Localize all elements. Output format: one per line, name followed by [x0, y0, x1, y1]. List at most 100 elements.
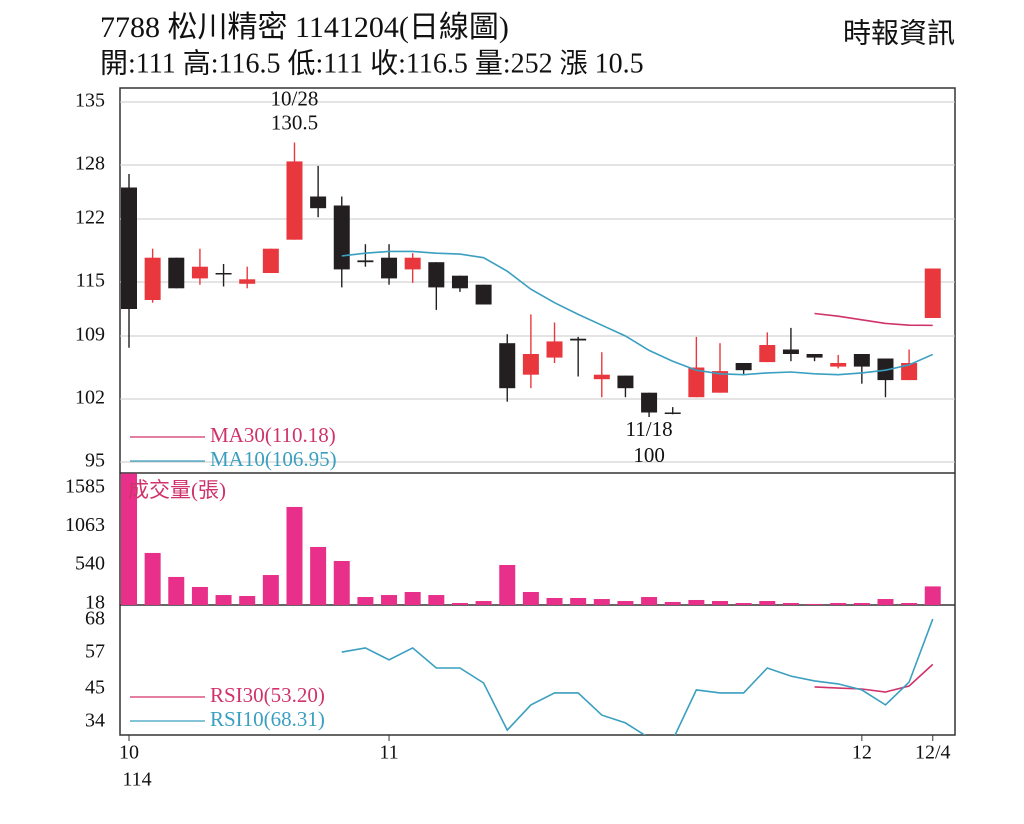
- x-year-label: 114: [122, 769, 151, 791]
- volume-bar: [924, 586, 941, 605]
- legend-label: RSI30(53.20): [210, 683, 325, 707]
- volume-bar: [782, 603, 799, 605]
- candle-body: [168, 257, 185, 289]
- indicator-line: [814, 312, 933, 327]
- summary: 開:111 高:116.5 低:111 收:116.5 量:252 漲 10.5: [100, 47, 644, 79]
- indicator-line: [341, 618, 934, 735]
- volume-bar: [664, 601, 681, 605]
- volume-bar: [641, 597, 658, 605]
- candle-body: [570, 338, 587, 341]
- y-tick-label: 57: [85, 641, 105, 663]
- volume-bar: [688, 599, 705, 605]
- y-tick-label: 95: [85, 450, 105, 472]
- candle-body: [546, 341, 563, 358]
- indicator-line: [341, 250, 934, 376]
- volume-bar: [522, 592, 539, 605]
- y-tick-label: 1585: [65, 476, 105, 498]
- rsi-lines: [341, 618, 934, 735]
- annotation-value: 130.5: [271, 110, 318, 134]
- volume-bar: [901, 603, 918, 605]
- candle-body: [688, 367, 705, 398]
- volume-bar: [144, 552, 161, 605]
- y-tick-label: 102: [75, 387, 105, 409]
- y-tick-label: 45: [85, 677, 105, 699]
- y-tick-label: 540: [75, 553, 105, 575]
- volume-bar: [381, 595, 398, 605]
- candle-body: [877, 358, 894, 381]
- candle-body: [239, 279, 256, 284]
- volume-bar: [451, 603, 468, 605]
- volume-bar: [333, 561, 350, 605]
- legend-label: MA10(106.95): [210, 447, 337, 471]
- volume-bar: [121, 473, 137, 605]
- candle-body: [664, 412, 681, 414]
- candle-body: [593, 374, 610, 380]
- volume-bar: [191, 586, 208, 605]
- candle-body: [286, 161, 303, 240]
- candle-body: [310, 196, 327, 209]
- candle-body: [806, 354, 823, 358]
- frame: [119, 87, 956, 736]
- volume-bar: [806, 603, 823, 605]
- y-tick-label: 1063: [65, 514, 105, 536]
- candle-body: [522, 354, 539, 375]
- volume-bar: [877, 599, 894, 605]
- candle-body: [759, 345, 776, 363]
- volume-bar: [239, 595, 256, 605]
- candle-body: [853, 354, 870, 367]
- y-tick-label: 109: [75, 324, 105, 346]
- candle-body: [333, 205, 350, 270]
- volume-bar: [286, 506, 303, 605]
- volume-bar: [593, 599, 610, 605]
- legend-label: MA30(110.18): [210, 423, 336, 447]
- candle-body: [215, 273, 232, 275]
- volume-bar: [499, 564, 516, 605]
- y-tick-label: 135: [75, 90, 105, 112]
- candle-body: [381, 257, 398, 279]
- candle-body: [499, 343, 516, 389]
- y-tick-label: 115: [76, 270, 105, 292]
- volume-bar: [357, 597, 374, 605]
- candle-body: [191, 266, 208, 279]
- candle-body: [451, 275, 468, 289]
- volume-bar: [853, 603, 870, 605]
- candle-body: [924, 268, 941, 318]
- legend-label: RSI10(68.31): [210, 707, 325, 731]
- candle-body: [121, 187, 137, 309]
- candle-body: [830, 363, 847, 367]
- candle-body: [712, 371, 728, 393]
- candle-body: [262, 248, 279, 273]
- candle-body: [404, 257, 421, 270]
- candle-body: [782, 349, 799, 354]
- volume-bar: [215, 595, 232, 605]
- x-tick-label: 10: [119, 742, 139, 764]
- candle-body: [617, 375, 634, 389]
- x-tick-label: 11: [379, 742, 398, 764]
- x-tick-label: 12/4: [915, 742, 951, 764]
- volume-bar: [617, 601, 634, 605]
- candle-body: [428, 262, 445, 288]
- candle-body: [641, 392, 658, 413]
- candle-body: [144, 257, 161, 300]
- volume-bar: [570, 597, 587, 605]
- volume-bar: [310, 546, 327, 605]
- candle-body: [735, 363, 752, 371]
- volume-bar: [546, 597, 563, 605]
- annotation-date: 10/28: [271, 86, 319, 110]
- x-tick-label: 12: [852, 742, 872, 764]
- y-tick-label: 68: [85, 608, 105, 630]
- volume-bar: [712, 601, 728, 605]
- indicator-line: [814, 663, 934, 693]
- volume-bar: [759, 601, 776, 605]
- volume-bar: [830, 603, 847, 605]
- volume-bar: [475, 601, 492, 605]
- volume-bar: [735, 603, 752, 605]
- y-tick-label: 18: [85, 591, 105, 613]
- y-tick-label: 128: [75, 153, 105, 175]
- candle-body: [901, 363, 918, 381]
- chart-title: 7788 松川精密 1141204(日線圖): [100, 11, 509, 44]
- volume-bar: [404, 592, 421, 605]
- source: 時報資訊: [843, 17, 955, 49]
- volume-bar: [168, 576, 185, 605]
